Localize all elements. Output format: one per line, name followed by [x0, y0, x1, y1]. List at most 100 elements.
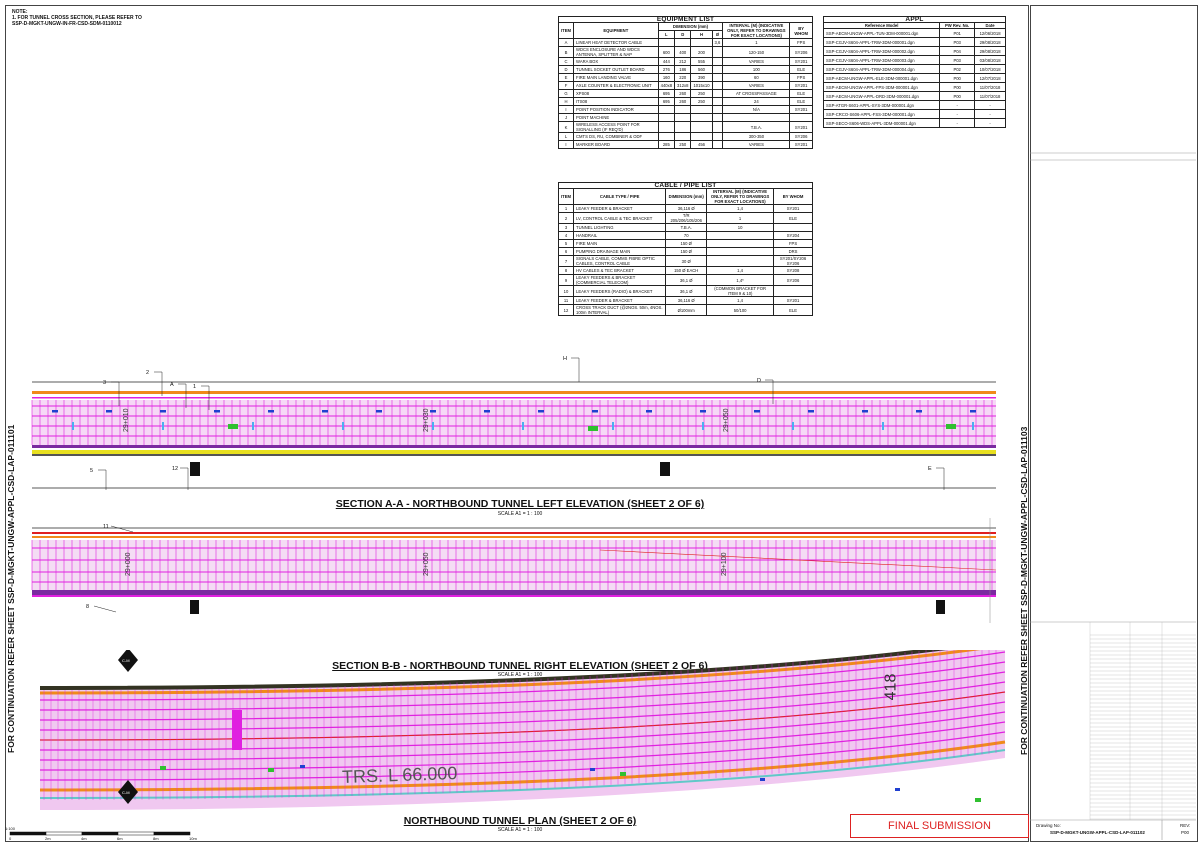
- cell-rev: P04: [939, 46, 976, 56]
- cell-by: SY201: [773, 204, 813, 213]
- title-block-lines: [1030, 152, 1196, 840]
- cell-by: SY204: [773, 231, 813, 240]
- equipment-mark: [342, 422, 344, 430]
- cable-band: [32, 532, 996, 534]
- cell-equipment: ITS08: [573, 97, 659, 106]
- equipment-mark: [300, 765, 305, 768]
- cell-model: SSP-CGJV-S604-APPL-TRW-3DM-000004.dgn: [822, 64, 941, 74]
- scale-bar-label: 1:100: [5, 826, 16, 831]
- cable-list-title: CABLE / PIPE LIST: [558, 182, 813, 189]
- cell-by: SY201: [789, 140, 813, 149]
- cell-interval: (COMMON BRACKET FOR ITEM 9 & 10): [706, 285, 775, 297]
- cell-dia: [711, 81, 724, 90]
- cell-interval: [706, 247, 775, 256]
- table-row: C WARA BOX 444 212 555 VARIES SY201: [557, 57, 813, 66]
- cable-list: CABLE / PIPE LIST ITEM CABLE TYPE / PIPE…: [557, 182, 813, 316]
- cell-interval: N/A: [722, 105, 791, 114]
- cell-interval: VARIES: [722, 57, 791, 66]
- cell-equipment: WARA BOX: [573, 57, 659, 66]
- cell-item: C: [557, 57, 575, 66]
- table-row: 9 LEAKY FEEDERS & BRACKET (COMMERCIAL TEL…: [557, 274, 813, 286]
- equipment-mark: [522, 422, 524, 430]
- cell-item: E: [557, 73, 575, 82]
- cell-interval: 120-150: [722, 46, 791, 58]
- callout-label: 12: [172, 466, 178, 472]
- cell-equipment: FIRE MAIN LANDING VALVE: [573, 73, 659, 82]
- equipment-mark: [592, 410, 598, 413]
- cell-rev: P00: [939, 91, 976, 101]
- callout-label: 8: [86, 604, 89, 610]
- table-row: SSP-CGJV-S604-APPL-TRW-3DM-000004.dgn P02…: [822, 64, 1006, 74]
- col-header: INTERVAL (M) (INDICATIVE ONLY, REFER TO …: [722, 22, 791, 39]
- cell-by: ELE: [773, 212, 813, 224]
- cell-item: 4: [557, 231, 575, 240]
- appl-title: APPL: [823, 16, 1006, 23]
- cell-type: FIRE MAIN: [573, 239, 667, 248]
- callout-label: D: [757, 378, 761, 384]
- scale-bar-segment: [153, 831, 191, 836]
- cell-equipment: CMTS DS, RU, COMBINER & ODF: [573, 132, 659, 141]
- cell-dia: [711, 132, 724, 141]
- callout-label: 2: [146, 370, 149, 376]
- section-b-drawing: 29+000 29+050 29+100 11 8: [31, 518, 997, 623]
- cell-date: 10/07/2018: [974, 64, 1006, 74]
- note-line: NOTE:: [12, 9, 28, 15]
- cell-d: 186: [674, 65, 692, 74]
- table-row: 8 HV CABLES & TEC BRACKET 150 Ø EACH 1,4 SY2…: [557, 266, 813, 275]
- table-row: SSP-ATGR-S601-APPL-SYS-3DM-000001.dgn - -: [822, 100, 1006, 110]
- table-row: B WDCS ENCLOSURE AND WDCS ANTENNA, SPLITT…: [557, 46, 813, 58]
- plan-drawing: C-M C-M: [39, 650, 1006, 810]
- cross-track-duct: [190, 600, 199, 614]
- note-line: 1. FOR TUNNEL CROSS SECTION, PLEASE REFE…: [12, 15, 142, 21]
- equipment-mark: [430, 410, 436, 413]
- scale-bar-label: 0: [9, 836, 12, 841]
- cell-h: [690, 132, 713, 141]
- cell-by: FPS: [789, 73, 813, 82]
- table-row: 7 SIGNALS CABLE, COMMS FIBRE OPTIC CABLES…: [557, 255, 813, 267]
- cell-rev: -: [939, 109, 976, 119]
- cell-interval: 1,4: [706, 266, 775, 275]
- table-row: J POINT MACHINE: [557, 113, 813, 122]
- table-row: SSP-CGJV-S604-APPL-TRW-3DM-000003.dgn P03…: [822, 55, 1006, 65]
- cell-date: 03/08/2018: [974, 55, 1006, 65]
- cell-rev: -: [939, 100, 976, 110]
- cell-interval: VARIES: [722, 140, 791, 149]
- cross-track-duct: [660, 462, 670, 476]
- cell-l: [657, 121, 676, 133]
- col-header: BY WHOM: [773, 188, 813, 205]
- cell-interval: 1: [722, 38, 791, 47]
- appl-table: APPL Reference Model PW Rev. No. Date SS…: [822, 16, 1006, 128]
- equipment-mark: [970, 410, 976, 413]
- table-row: E FIRE MAIN LANDING VALVE 160 220 390 60 FPS: [557, 73, 813, 82]
- cell-interval: [722, 113, 791, 122]
- cell-by: SY201: [789, 105, 813, 114]
- cell-by: SY201/SY206 SY206: [773, 255, 813, 267]
- callout-leader: [93, 605, 117, 613]
- table-row: SSP-CGJV-S604-APPL-TRW-3DM-000002.dgn P04…: [822, 46, 1006, 56]
- table-row: 10 LEAKY FEEDERS (RADIO) & BRACKET 36,1 Ø(…: [557, 285, 813, 297]
- cell-by: SY206: [789, 46, 813, 58]
- col-header: EQUIPMENT: [573, 22, 659, 39]
- equipment-mark: [376, 410, 382, 413]
- cell-d: [674, 38, 692, 47]
- cell-dim: T/R 205/206/105/206: [665, 212, 708, 224]
- cell-type: LEAKY FEEDERS (RADIO) & BRACKET: [573, 285, 667, 297]
- cell-type: LEAKY FEEDER & BRACKET: [573, 296, 667, 305]
- cell-interval: [706, 239, 775, 248]
- cell-by: SY201: [773, 296, 813, 305]
- chainage-label: 29+030: [423, 408, 430, 432]
- appl-list: APPL Reference Model PW Rev. No. Date SS…: [822, 16, 1006, 128]
- scale-bar-label: 6m: [117, 836, 123, 841]
- cable-band: [32, 590, 996, 595]
- cell-rev: -: [939, 118, 976, 128]
- cell-date: 11/07/2018: [974, 91, 1006, 101]
- equipment-mark: [252, 422, 254, 430]
- chainage-label: 29+010: [123, 408, 130, 432]
- cell-l: [657, 113, 676, 122]
- cell-date: -: [974, 118, 1006, 128]
- equipment-mark: [646, 410, 652, 413]
- col-header: INTERVAL (M) (INDICATIVE ONLY, REFER TO …: [706, 188, 775, 205]
- cell-date: -: [974, 100, 1006, 110]
- cell-dia: [711, 73, 724, 82]
- equipment-mark: [588, 426, 598, 431]
